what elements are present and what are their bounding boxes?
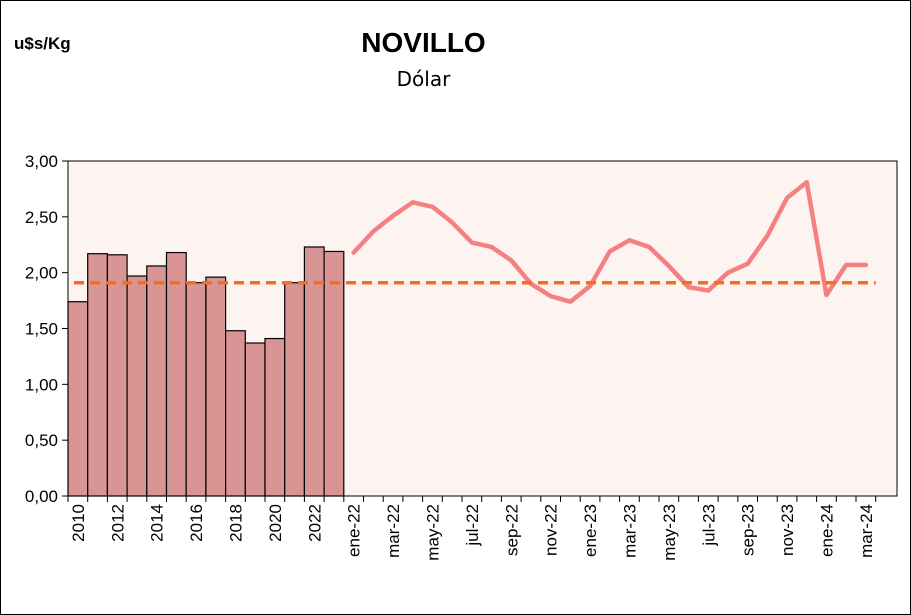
x-label-2016: 2016 (187, 504, 206, 542)
x-label-2022: 2022 (305, 504, 324, 542)
x-label-ene-24: ene-24 (817, 504, 836, 557)
chart-title: NOVILLO (361, 27, 486, 58)
x-label-2010: 2010 (69, 504, 88, 542)
x-label-ene-23: ene-23 (581, 504, 600, 557)
x-label-jul-22: jul-22 (463, 504, 482, 547)
bar-2017 (205, 276, 227, 497)
x-label-2020: 2020 (266, 504, 285, 542)
bar-2011 (87, 253, 108, 497)
bar-2016 (185, 282, 207, 497)
y-tick-label: 1,00 (25, 375, 58, 394)
y-tick-label: 0,00 (25, 487, 58, 506)
y-tick-label: 0,50 (25, 431, 58, 450)
x-label-nov-23: nov-23 (778, 504, 797, 556)
y-tick-label: 2,50 (25, 208, 58, 227)
bar-2019 (244, 342, 266, 497)
x-label-2014: 2014 (148, 504, 167, 542)
unit-label: u$s/Kg (14, 34, 71, 53)
bar-2021 (284, 282, 306, 497)
x-label-ene-22: ene-22 (345, 504, 364, 557)
bar-2018 (225, 330, 246, 497)
bar-2020 (264, 337, 286, 497)
bar-2012 (106, 254, 128, 497)
x-label-jul-23: jul-23 (699, 504, 718, 547)
x-label-mar-24: mar-24 (857, 504, 876, 558)
x-label-sep-23: sep-23 (739, 504, 758, 556)
chart-subtitle: Dólar (396, 67, 451, 91)
bar-2014 (146, 265, 168, 497)
x-label-may-23: may-23 (660, 504, 679, 561)
x-label-may-22: may-22 (423, 504, 442, 561)
bar-2015 (165, 251, 187, 497)
x-label-2018: 2018 (226, 504, 245, 542)
y-tick-label: 2,00 (25, 264, 58, 283)
x-label-sep-22: sep-22 (502, 504, 521, 556)
y-tick-label: 3,00 (25, 152, 58, 171)
bar-2023 (323, 250, 345, 497)
x-label-nov-22: nov-22 (542, 504, 561, 556)
bar-2013 (126, 275, 148, 497)
bar-2010 (67, 301, 89, 497)
x-label-mar-22: mar-22 (384, 504, 403, 558)
x-label-2012: 2012 (108, 504, 127, 542)
y-tick-label: 1,50 (25, 320, 58, 339)
x-label-mar-23: mar-23 (620, 504, 639, 558)
